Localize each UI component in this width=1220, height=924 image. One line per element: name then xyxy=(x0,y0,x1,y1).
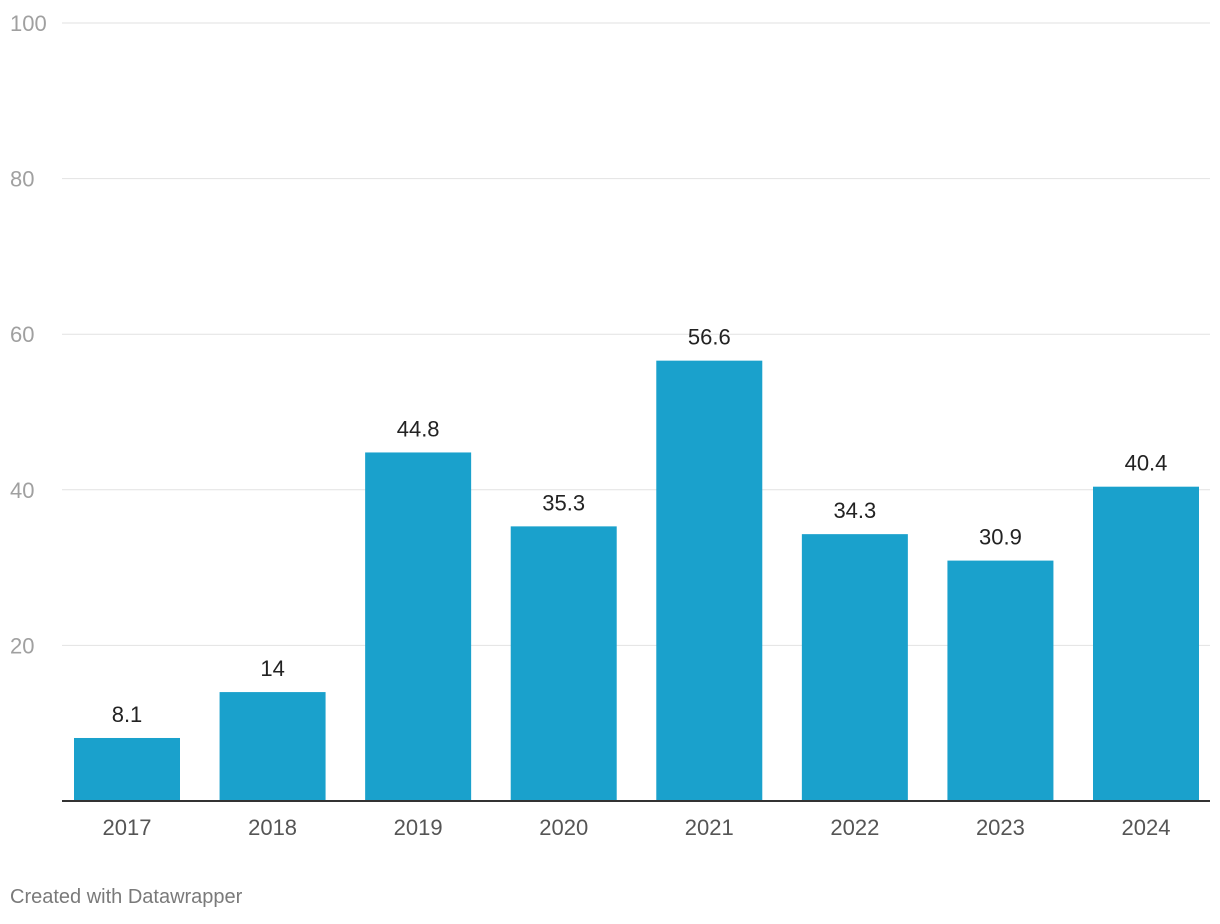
bar-value-label: 40.4 xyxy=(1125,451,1168,476)
gridlines xyxy=(62,22,1210,646)
y-tick-label: 20 xyxy=(10,633,34,658)
bar-value-label: 35.3 xyxy=(542,490,585,515)
x-tick-label: 2018 xyxy=(248,815,297,840)
bar xyxy=(656,360,763,801)
value-labels: 8.1 14 44.8 35.3 56.6 34.3 30.9 40.4 xyxy=(112,325,1168,727)
bar-value-label: 14 xyxy=(260,656,284,681)
footer-credit: Created with Datawrapper xyxy=(10,886,243,908)
x-tick-label: 2020 xyxy=(539,815,588,840)
bar xyxy=(801,534,908,801)
x-tick-label: 2019 xyxy=(394,815,443,840)
y-tick-label: 60 xyxy=(10,322,34,347)
bar xyxy=(219,692,326,801)
bar-value-label: 44.8 xyxy=(397,416,440,441)
y-tick-label: 100 xyxy=(10,11,47,36)
x-axis-ticks: 2017 2018 2019 2020 2021 2022 2023 2024 xyxy=(103,815,1171,840)
y-axis-ticks: 20 40 60 80 100 xyxy=(10,11,47,658)
bar xyxy=(1093,486,1199,801)
x-tick-label: 2022 xyxy=(830,815,879,840)
x-tick-label: 2021 xyxy=(685,815,734,840)
bars xyxy=(74,360,1199,801)
x-tick-label: 2023 xyxy=(976,815,1025,840)
bar-value-label: 8.1 xyxy=(112,702,143,727)
bar-value-label: 56.6 xyxy=(688,325,731,350)
bar-value-label: 30.9 xyxy=(979,525,1022,550)
y-tick-label: 40 xyxy=(10,478,34,503)
x-tick-label: 2024 xyxy=(1122,815,1171,840)
y-tick-label: 80 xyxy=(10,167,34,192)
bar xyxy=(947,560,1054,801)
bar xyxy=(74,737,180,801)
bar xyxy=(510,526,617,801)
bar-value-label: 34.3 xyxy=(833,498,876,523)
bar xyxy=(365,452,472,801)
x-tick-label: 2017 xyxy=(103,815,152,840)
